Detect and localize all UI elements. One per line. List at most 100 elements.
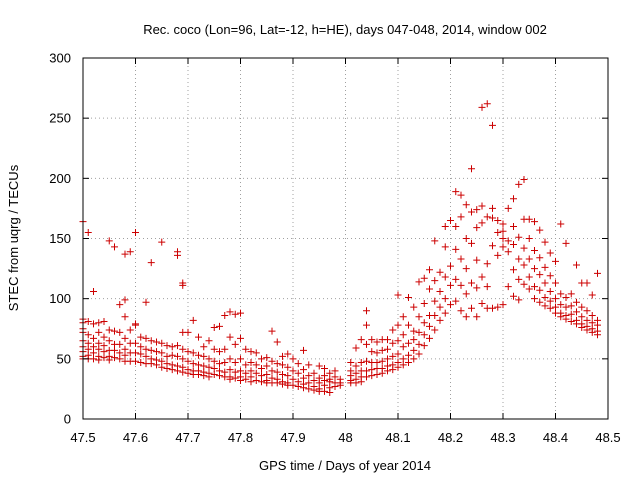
data-point [462, 201, 470, 209]
data-point [326, 389, 334, 397]
data-point [95, 356, 103, 364]
data-point [410, 327, 418, 335]
data-point [205, 363, 213, 371]
data-point [252, 349, 260, 357]
data-point [499, 227, 507, 235]
data-point [132, 321, 139, 329]
data-point [447, 262, 454, 270]
data-point [300, 374, 307, 382]
data-point [378, 346, 386, 354]
x-tick-label: 47.9 [280, 430, 305, 445]
data-point [567, 318, 575, 326]
data-point [399, 331, 407, 339]
data-point [305, 372, 313, 380]
data-point [142, 345, 150, 353]
data-point [357, 336, 365, 344]
data-point [478, 219, 486, 227]
data-point [158, 349, 166, 357]
data-point [237, 355, 244, 363]
data-point [368, 366, 376, 374]
data-point [373, 358, 381, 366]
data-point [541, 293, 549, 301]
data-point [431, 237, 439, 245]
data-point [279, 380, 286, 388]
data-point [399, 361, 407, 369]
data-point [573, 308, 580, 316]
data-point [499, 243, 507, 251]
data-point [426, 334, 433, 342]
data-point [111, 327, 118, 335]
data-point [462, 265, 470, 273]
ticks-layer: 47.5 47.6 47.7 47.8 47.9 48 48.1 48.2 48.3 48.4 48… [49, 51, 620, 446]
data-point [410, 355, 418, 363]
data-point [279, 370, 286, 378]
data-point [121, 345, 129, 353]
data-point [294, 369, 302, 377]
data-point [363, 307, 370, 315]
data-point [520, 244, 528, 252]
data-point [489, 242, 496, 250]
data-point [147, 337, 155, 345]
data-point [478, 103, 486, 111]
data-point [300, 384, 307, 392]
data-point [326, 369, 334, 377]
data-point [541, 302, 549, 310]
data-point [163, 352, 171, 360]
data-point [105, 237, 113, 245]
data-point [179, 345, 187, 353]
data-point [179, 355, 187, 363]
data-point [468, 304, 475, 312]
data-point [331, 383, 339, 391]
data-point [415, 328, 423, 336]
data-point [331, 373, 339, 381]
data-point [394, 350, 402, 358]
data-point [499, 235, 507, 242]
data-point [121, 296, 129, 304]
data-point [546, 272, 554, 280]
data-point [142, 352, 150, 360]
data-point [531, 295, 538, 303]
data-point [352, 344, 360, 352]
data-point [116, 355, 124, 363]
data-point [231, 340, 239, 348]
data-point [237, 367, 244, 375]
data-point [494, 228, 502, 236]
x-tick-label: 48 [338, 430, 352, 445]
data-point [210, 345, 218, 353]
data-point [583, 279, 591, 287]
data-point [153, 348, 160, 356]
data-point [578, 303, 586, 311]
data-point [394, 291, 402, 299]
data-point [179, 281, 187, 289]
data-point [226, 355, 234, 363]
data-point [405, 339, 412, 347]
data-point [226, 366, 234, 374]
data-point [184, 348, 192, 356]
data-point [457, 191, 465, 199]
data-point [90, 349, 97, 357]
data-point [457, 281, 465, 289]
data-point [357, 358, 365, 366]
data-point [336, 381, 344, 389]
data-point [546, 249, 554, 257]
x-tick-label: 48.4 [543, 430, 568, 445]
data-point [426, 266, 433, 274]
data-point [441, 222, 449, 230]
data-point [363, 373, 370, 381]
data-point [310, 386, 318, 394]
data-point [525, 235, 533, 242]
data-point [210, 370, 218, 378]
data-point [310, 376, 318, 384]
data-point [231, 358, 239, 366]
data-point [562, 239, 570, 247]
data-point [557, 301, 565, 309]
data-point [95, 328, 103, 336]
data-point [289, 355, 297, 363]
data-point [231, 310, 239, 318]
data-point [373, 338, 381, 346]
data-point [441, 243, 449, 251]
data-point [305, 361, 313, 369]
data-point [195, 351, 202, 359]
data-point [116, 301, 124, 309]
data-point [126, 248, 134, 256]
